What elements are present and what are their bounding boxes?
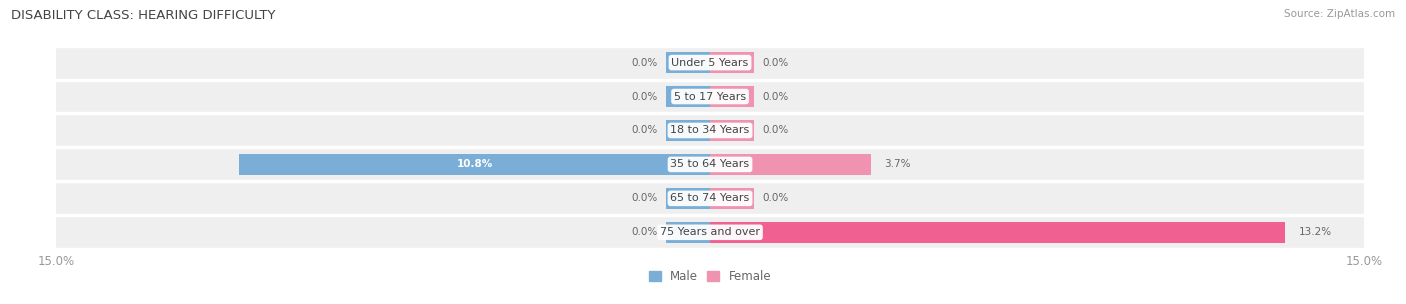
Bar	[710, 222, 1285, 243]
Text: 0.0%: 0.0%	[631, 126, 658, 136]
Bar	[239, 154, 710, 175]
Text: 0.0%: 0.0%	[631, 92, 658, 102]
Text: 0.0%: 0.0%	[762, 92, 789, 102]
Text: 0.0%: 0.0%	[762, 57, 789, 67]
Bar	[56, 215, 1364, 249]
Bar	[666, 52, 710, 73]
Bar	[710, 120, 754, 141]
Bar	[56, 113, 1364, 147]
Bar	[56, 46, 1364, 80]
Legend: Male, Female: Male, Female	[644, 266, 776, 288]
Text: 0.0%: 0.0%	[631, 57, 658, 67]
Bar	[666, 188, 710, 209]
Bar	[710, 188, 754, 209]
Text: 0.0%: 0.0%	[762, 126, 789, 136]
Text: 13.2%: 13.2%	[1298, 227, 1331, 237]
Text: 0.0%: 0.0%	[631, 227, 658, 237]
Bar	[666, 120, 710, 141]
Bar	[56, 147, 1364, 181]
Text: 10.8%: 10.8%	[457, 159, 492, 169]
Text: Source: ZipAtlas.com: Source: ZipAtlas.com	[1284, 9, 1395, 19]
Bar	[666, 222, 710, 243]
Bar	[56, 181, 1364, 215]
Text: 0.0%: 0.0%	[762, 193, 789, 203]
Text: 75 Years and over: 75 Years and over	[659, 227, 761, 237]
Bar	[710, 86, 754, 107]
Bar	[56, 80, 1364, 113]
Text: 65 to 74 Years: 65 to 74 Years	[671, 193, 749, 203]
Text: Under 5 Years: Under 5 Years	[672, 57, 748, 67]
Text: 0.0%: 0.0%	[631, 193, 658, 203]
Bar	[710, 154, 872, 175]
Text: 3.7%: 3.7%	[884, 159, 911, 169]
Bar	[710, 52, 754, 73]
Text: DISABILITY CLASS: HEARING DIFFICULTY: DISABILITY CLASS: HEARING DIFFICULTY	[11, 9, 276, 22]
Text: 5 to 17 Years: 5 to 17 Years	[673, 92, 747, 102]
Text: 18 to 34 Years: 18 to 34 Years	[671, 126, 749, 136]
Bar	[666, 86, 710, 107]
Text: 35 to 64 Years: 35 to 64 Years	[671, 159, 749, 169]
